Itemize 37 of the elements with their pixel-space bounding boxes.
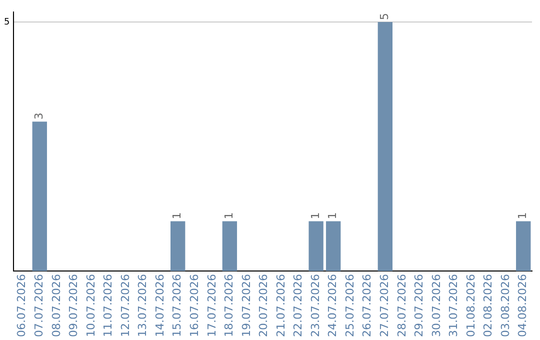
data-label: 1 [326, 212, 340, 220]
x-tick-label: 08.07.2026 [50, 274, 63, 338]
x-tick-label: 27.07.2026 [378, 274, 392, 338]
x-tick-label: 25.07.2026 [343, 274, 356, 338]
x-tick-label: 02.08.2026 [482, 274, 495, 338]
x-tick-label: 20.07.2026 [257, 274, 270, 338]
x-tick-label: 09.07.2026 [67, 274, 80, 338]
x-tick-label: 17.07.2026 [205, 274, 218, 338]
x-tick-label: 04.08.2026 [516, 274, 530, 338]
data-label: 3 [32, 112, 46, 120]
data-label: 1 [308, 212, 322, 220]
data-label: 5 [378, 12, 392, 20]
x-tick-label: 03.08.2026 [498, 274, 512, 338]
data-label: 1 [170, 212, 184, 220]
x-tick-label: 28.07.2026 [395, 274, 408, 338]
x-tick-label: 22.07.2026 [292, 274, 305, 338]
x-tick-label: 06.07.2026 [15, 274, 28, 338]
x-tick-label: 07.07.2026 [32, 274, 46, 338]
x-tick-label: 16.07.2026 [188, 274, 201, 338]
x-tick-label: 29.07.2026 [412, 274, 426, 338]
x-tick-label: 21.07.2026 [274, 274, 288, 338]
x-tick-label: 11.07.2026 [102, 274, 115, 338]
x-tick-label: 19.07.2026 [240, 274, 253, 338]
x-tick-label: 18.07.2026 [222, 274, 236, 338]
x-tick-label: 24.07.2026 [326, 274, 340, 338]
x-tick-label: 12.07.2026 [118, 274, 132, 338]
x-tick-label: 23.07.2026 [308, 274, 322, 338]
x-tick-label: 14.07.2026 [153, 274, 166, 338]
x-tick-label: 10.07.2026 [84, 274, 98, 338]
x-tick-label: 13.07.2026 [136, 274, 150, 338]
x-tick-label: 26.07.2026 [360, 274, 374, 338]
x-tick-label: 15.07.2026 [170, 274, 184, 338]
data-label: 1 [516, 212, 530, 220]
x-tick-label: 30.07.2026 [430, 274, 443, 338]
x-tick-label: 31.07.2026 [447, 274, 460, 338]
data-label: 1 [222, 212, 236, 220]
x-tick-label: 01.08.2026 [464, 274, 478, 338]
